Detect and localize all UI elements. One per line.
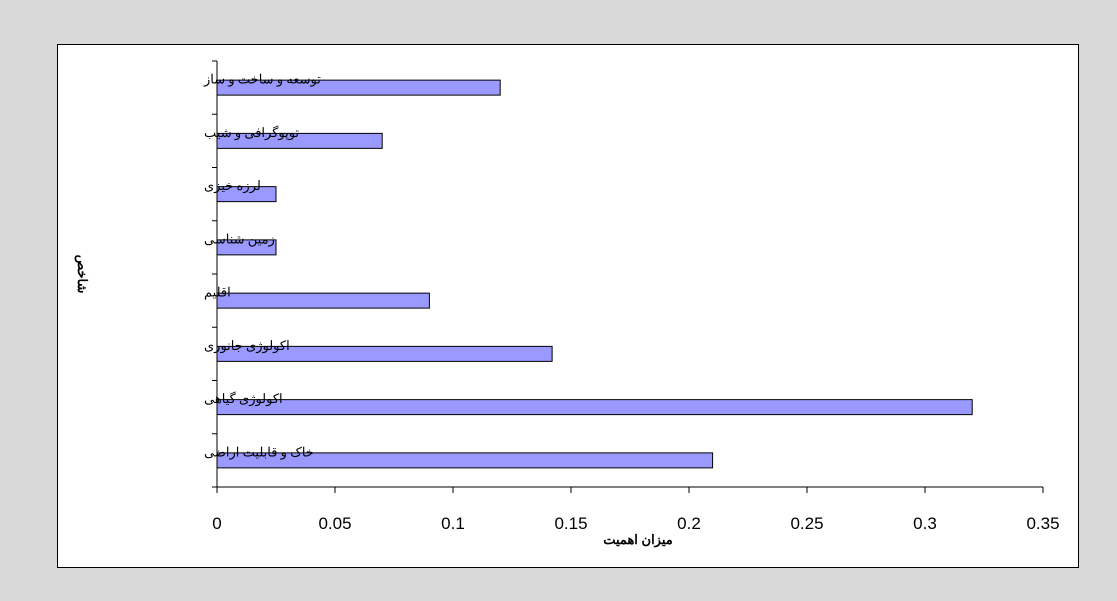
category-label: اکولوژی گیاهی [204,391,283,407]
bars-group [216,79,973,469]
bar [216,79,501,96]
bar-chart: توسعه و ساخت و ساز توپوگرافی و شیب لرزه خی… [74,60,1060,548]
category-label: اکولوژی جانوری [204,338,290,354]
value-axis [216,486,1044,493]
chart-area: توسعه و ساخت و ساز توپوگرافی و شیب لرزه خی… [57,44,1079,568]
bar [216,292,430,309]
category-label: اقلیم [204,285,231,301]
bar [216,345,553,362]
tick-label: 0 [212,514,221,533]
x-axis-title: میزان اهمیت [603,532,673,548]
tick-label: 0.35 [1026,514,1059,533]
y-axis-title: شاخص [74,255,90,294]
tick-label: 0.25 [790,514,823,533]
category-label: خاک و قابلیت اراضی [204,444,314,460]
category-label: توسعه و ساخت و ساز [203,72,321,88]
tick-label: 0.3 [913,514,937,533]
tick-label: 0.15 [554,514,587,533]
tick-label: 0.05 [318,514,351,533]
bar [216,452,714,469]
category-label: لرزه خیزی [204,178,261,194]
bar [216,132,383,149]
category-axis [212,60,218,488]
category-label: توپوگرافی و شیب [204,125,299,141]
category-label: زمین شناسی [204,231,275,247]
tick-labels: 0 0.05 0.1 0.15 0.2 0.25 0.3 0.35 [212,514,1059,533]
tick-label: 0.2 [677,514,701,533]
category-labels: توسعه و ساخت و ساز توپوگرافی و شیب لرزه خی… [203,72,321,461]
bar [216,186,277,203]
tick-label: 0.1 [441,514,465,533]
bar [216,399,973,416]
bar [216,239,277,256]
